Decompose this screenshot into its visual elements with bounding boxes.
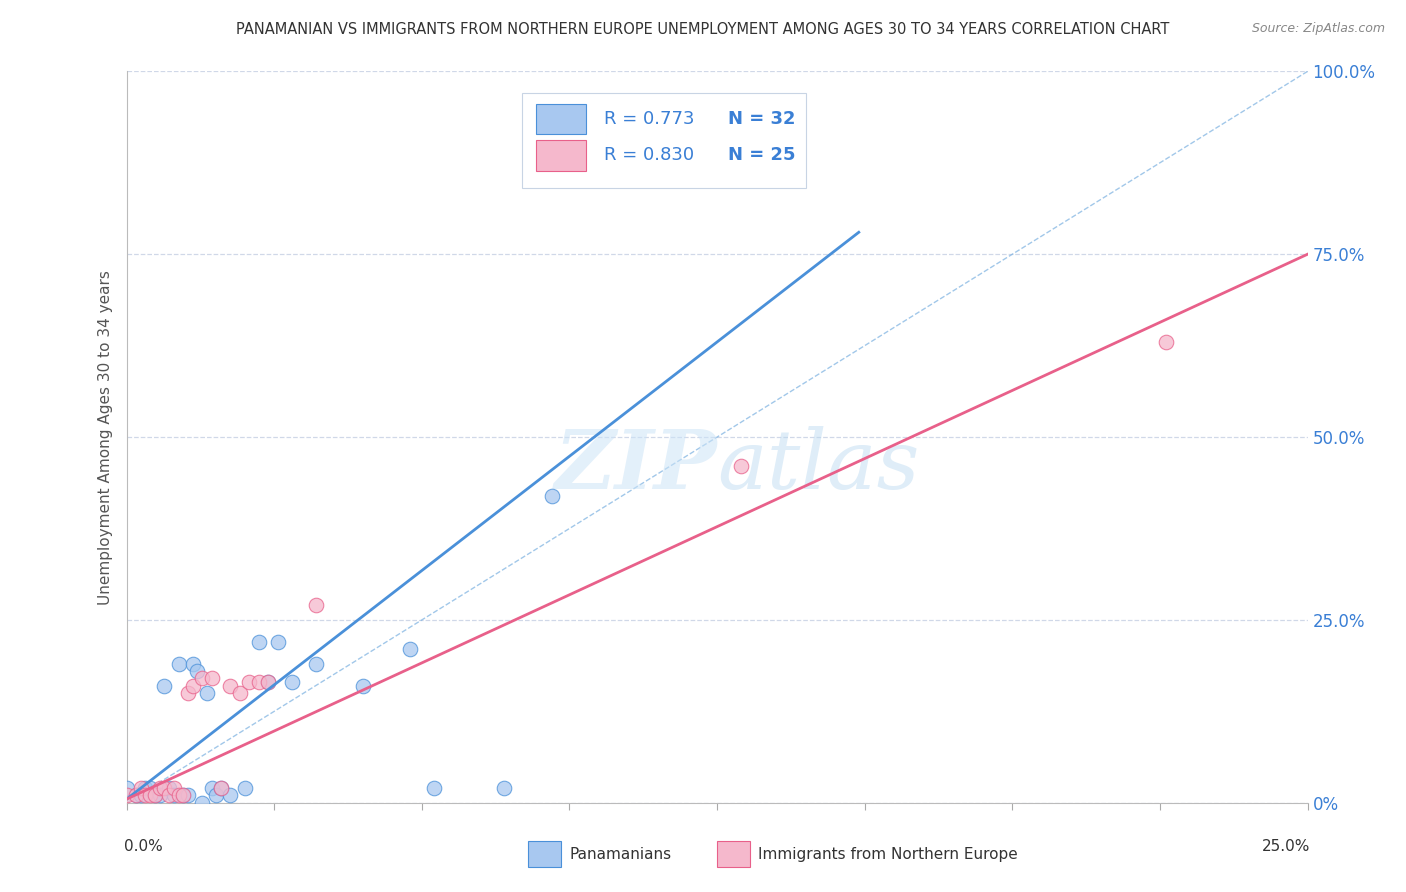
Point [134, 781, 156, 796]
Point [163, 789, 186, 803]
Point [257, 675, 280, 690]
Point [422, 781, 444, 796]
Point [209, 781, 232, 796]
Point [219, 679, 242, 693]
Point [181, 679, 204, 693]
Point [129, 789, 152, 803]
Point [125, 789, 148, 803]
FancyBboxPatch shape [522, 94, 806, 188]
Point [1154, 334, 1177, 349]
Text: PANAMANIAN VS IMMIGRANTS FROM NORTHERN EUROPE UNEMPLOYMENT AMONG AGES 30 TO 34 Y: PANAMANIAN VS IMMIGRANTS FROM NORTHERN E… [236, 22, 1170, 37]
Bar [529, 841, 561, 867]
Point [281, 675, 304, 690]
Point [304, 657, 326, 671]
Point [219, 789, 242, 803]
Point [191, 672, 214, 686]
Point [163, 781, 186, 796]
Point [540, 489, 562, 503]
Text: R = 0.830: R = 0.830 [603, 146, 693, 164]
Bar [536, 140, 586, 171]
Point [730, 459, 752, 474]
Point [115, 781, 138, 796]
Point [186, 664, 208, 678]
Point [257, 675, 280, 690]
Point [129, 781, 152, 796]
Text: Source: ZipAtlas.com: Source: ZipAtlas.com [1251, 22, 1385, 36]
Bar [536, 103, 586, 135]
Point [153, 781, 176, 796]
Point [153, 679, 176, 693]
Point [200, 672, 222, 686]
Point [181, 657, 204, 671]
Text: 0.0%: 0.0% [124, 839, 163, 855]
Point [139, 789, 162, 803]
Point [352, 679, 374, 693]
Point [205, 789, 228, 803]
Point [167, 789, 190, 803]
Point [238, 675, 260, 690]
Point [157, 781, 180, 796]
Point [139, 781, 162, 796]
Point [304, 599, 326, 613]
Point [149, 789, 172, 803]
Point [195, 686, 218, 700]
Point [172, 789, 194, 803]
Point [172, 789, 194, 803]
Text: atlas: atlas [717, 426, 920, 507]
Point [177, 686, 200, 700]
Point [267, 635, 290, 649]
Point [494, 781, 516, 796]
Y-axis label: Unemployment Among Ages 30 to 34 years: Unemployment Among Ages 30 to 34 years [97, 269, 112, 605]
Point [247, 635, 270, 649]
Point [143, 789, 166, 803]
Point [134, 789, 156, 803]
Point [200, 781, 222, 796]
Point [247, 675, 270, 690]
Point [233, 781, 256, 796]
Text: N = 32: N = 32 [728, 110, 796, 128]
Text: R = 0.773: R = 0.773 [603, 110, 695, 128]
Text: ZIP: ZIP [554, 426, 717, 507]
Text: Immigrants from Northern Europe: Immigrants from Northern Europe [758, 847, 1018, 862]
Bar [717, 841, 751, 867]
Point [191, 796, 214, 810]
Point [177, 789, 200, 803]
Point [143, 789, 166, 803]
Point [229, 686, 252, 700]
Point [399, 642, 422, 657]
Point [157, 789, 180, 803]
Point [209, 781, 232, 796]
Text: 25.0%: 25.0% [1261, 839, 1310, 855]
Point [115, 789, 138, 803]
Text: N = 25: N = 25 [728, 146, 796, 164]
Point [167, 657, 190, 671]
Point [149, 781, 172, 796]
Point [125, 789, 148, 803]
Text: Panamanians: Panamanians [569, 847, 672, 862]
